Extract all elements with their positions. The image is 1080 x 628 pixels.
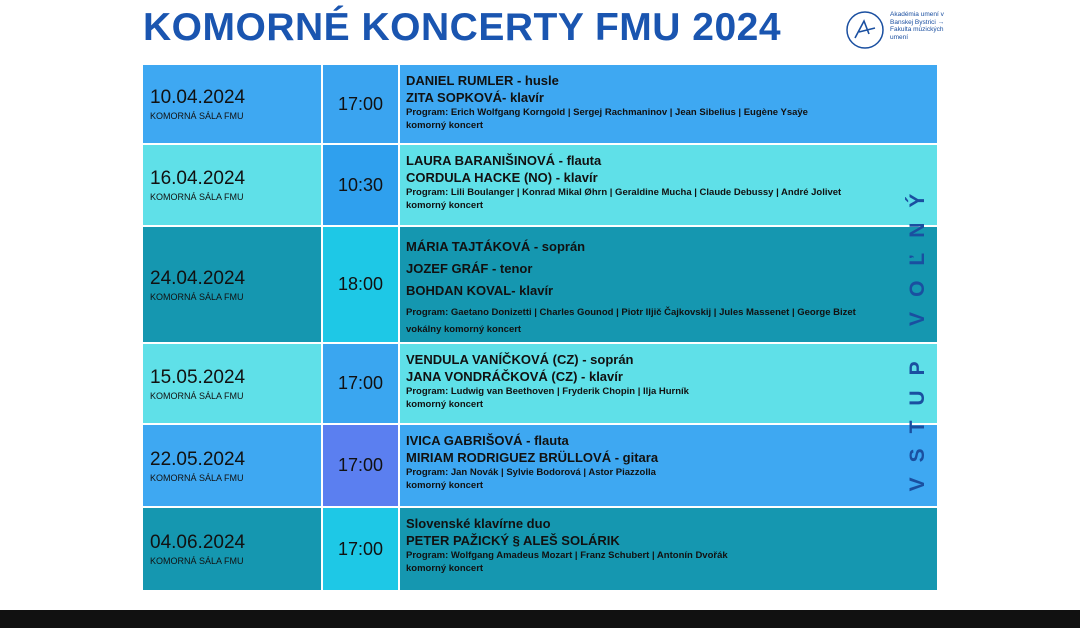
performer: DANIEL RUMLER - husle — [406, 73, 559, 88]
time: 17:00 — [337, 538, 384, 559]
date: 10.04.2024 — [150, 87, 246, 108]
concert-type: komorný koncert — [406, 120, 484, 131]
details-cell: DANIEL RUMLER - husle ZITA SOPKOVÁ- klaví… — [400, 65, 937, 143]
concert-row: 10.04.2024 KOMORNÁ SÁLA FMU 17:00 DANIEL RU… — [143, 65, 937, 143]
venue: KOMORNÁ SÁLA FMU — [150, 472, 244, 483]
time: 17:00 — [337, 93, 384, 114]
performer: LAURA BARANIŠINOVÁ - flauta — [406, 153, 602, 168]
bottom-bar — [0, 610, 1080, 628]
performer: VENDULA VANÍČKOVÁ (CZ) - soprán — [406, 352, 634, 367]
title: KOMORNÉ KONCERTY FMU 2024 — [143, 6, 782, 49]
concert-row: 04.06.2024 KOMORNÁ SÁLA FMU 17:00 Slovenské… — [143, 508, 937, 590]
time-cell: 10:30 — [323, 145, 398, 225]
performer: ZITA SOPKOVÁ- klavír — [406, 90, 544, 105]
performer: IVICA GABRIŠOVÁ - flauta — [406, 433, 569, 448]
performer: JOZEF GRÁF - tenor — [406, 261, 533, 276]
logo-text: Akadémia umení v Banskej Bystrici → Faku… — [890, 11, 945, 41]
date: 15.05.2024 — [150, 366, 246, 388]
program: Program: Gaetano Donizetti | Charles Gou… — [406, 307, 856, 318]
details-cell: Slovenské klavírne duo PETER PAŽICKÝ § AL… — [400, 508, 937, 590]
venue: KOMORNÁ SÁLA FMU — [150, 111, 244, 121]
concert-type: komorný koncert — [406, 563, 484, 574]
date: 04.06.2024 — [150, 532, 246, 553]
program: Program: Wolfgang Amadeus Mozart | Franz… — [406, 550, 728, 561]
date: 16.04.2024 — [150, 168, 246, 189]
details-cell: MÁRIA TAJTÁKOVÁ - soprán JOZEF GRÁF - ten… — [400, 227, 937, 342]
time-cell: 17:00 — [323, 65, 398, 143]
time-cell: 17:00 — [323, 425, 398, 506]
time: 10:30 — [337, 174, 384, 195]
performer: Slovenské klavírne duo — [406, 516, 551, 531]
side-text: VSTUP VOĽNÝ — [906, 178, 929, 492]
concert-row: 16.04.2024 KOMORNÁ SÁLA FMU 10:30 LAURA BAR… — [143, 145, 937, 225]
venue: KOMORNÁ SÁLA FMU — [150, 556, 244, 566]
program: Program: Ludwig van Beethoven | Fryderik… — [406, 386, 689, 397]
venue: KOMORNÁ SÁLA FMU — [150, 390, 244, 401]
performer: CORDULA HACKE (NO) - klavír — [406, 170, 598, 185]
time: 17:00 — [337, 373, 384, 393]
venue: KOMORNÁ SÁLA FMU — [150, 192, 244, 202]
date: 22.05.2024 — [150, 448, 246, 470]
date-cell: 04.06.2024 KOMORNÁ SÁLA FMU — [143, 508, 321, 590]
concert-type: vokálny komorný koncert — [406, 324, 522, 335]
details-cell: LAURA BARANIŠINOVÁ - flauta CORDULA HACKE… — [400, 145, 937, 225]
date-cell: 22.05.2024 KOMORNÁ SÁLA FMU — [143, 425, 321, 506]
time: 17:00 — [337, 455, 384, 475]
performer: PETER PAŽICKÝ § ALEŠ SOLÁRIK — [406, 533, 620, 548]
concert-row: 22.05.2024 KOMORNÁ SÁLA FMU 17:00 IVICA GAB… — [143, 425, 937, 506]
concert-type: komorný koncert — [406, 200, 484, 211]
concert-row: 24.04.2024 KOMORNÁ SÁLA FMU 18:00 MÁRIA TAJ… — [143, 227, 937, 342]
details-cell: IVICA GABRIŠOVÁ - flauta MIRIAM RODRIGUEZ… — [400, 425, 937, 506]
time-cell: 17:00 — [323, 344, 398, 423]
performer: MIRIAM RODRIGUEZ BRÜLLOVÁ - gitara — [406, 450, 659, 465]
logo — [846, 11, 884, 49]
venue: KOMORNÁ SÁLA FMU — [150, 291, 244, 302]
date-cell: 16.04.2024 KOMORNÁ SÁLA FMU — [143, 145, 321, 225]
date-cell: 10.04.2024 KOMORNÁ SÁLA FMU — [143, 65, 321, 143]
time: 18:00 — [337, 274, 384, 294]
date: 24.04.2024 — [150, 267, 246, 289]
time-cell: 17:00 — [323, 508, 398, 590]
performer: JANA VONDRÁČKOVÁ (CZ) - klavír — [406, 369, 623, 384]
concert-type: komorný koncert — [406, 480, 484, 491]
program: Program: Jan Novák | Sylvie Bodorová | A… — [406, 467, 656, 478]
performer: MÁRIA TAJTÁKOVÁ - soprán — [406, 239, 586, 254]
date-cell: 24.04.2024 KOMORNÁ SÁLA FMU — [143, 227, 321, 342]
program: Program: Lili Boulanger | Konrad Mikal Ø… — [406, 187, 842, 198]
concert-type: komorný koncert — [406, 399, 484, 410]
date-cell: 15.05.2024 KOMORNÁ SÁLA FMU — [143, 344, 321, 423]
concert-row: 15.05.2024 KOMORNÁ SÁLA FMU 17:00 VENDULA V… — [143, 344, 937, 423]
program: Program: Erich Wolfgang Korngold | Serge… — [406, 107, 808, 118]
details-cell: VENDULA VANÍČKOVÁ (CZ) - soprán JANA VOND… — [400, 344, 937, 423]
time-cell: 18:00 — [323, 227, 398, 342]
performer: BOHDAN KOVAL- klavír — [406, 283, 554, 298]
